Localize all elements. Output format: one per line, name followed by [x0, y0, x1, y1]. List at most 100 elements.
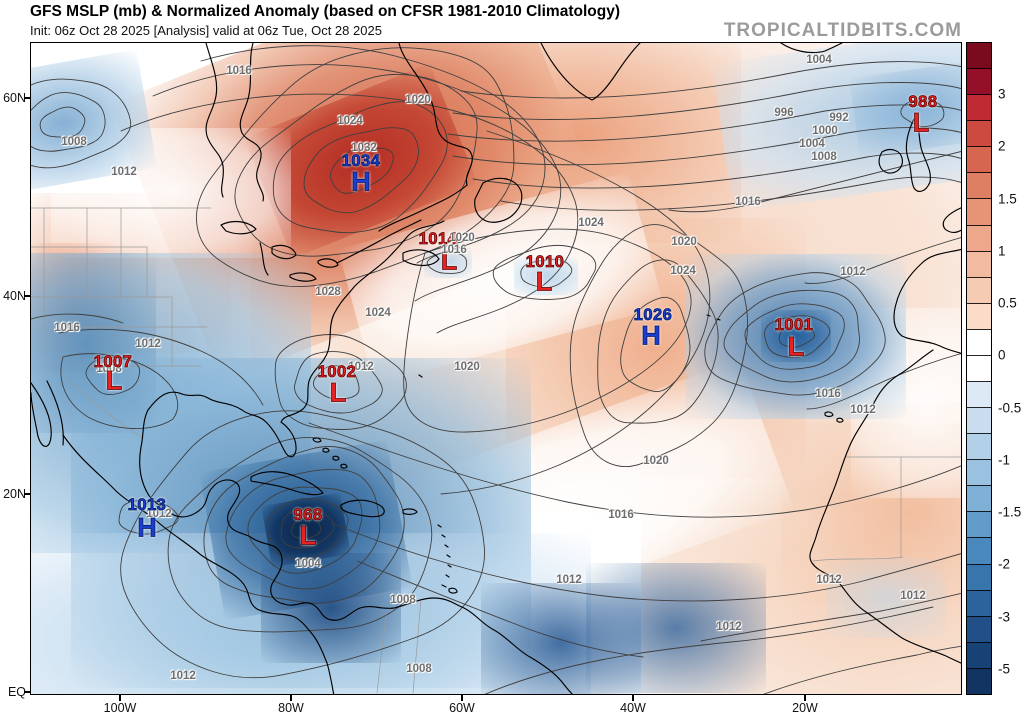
lon-tick [632, 695, 634, 701]
colorbar-segment [967, 355, 991, 383]
isobar-line [452, 82, 961, 120]
contour-label: 1012 [850, 404, 876, 416]
colorbar-segment [967, 69, 991, 96]
coastline [444, 544, 449, 548]
contour-label: 1020 [405, 94, 431, 106]
isobar-ring [247, 486, 363, 574]
pressure-center-letter: L [105, 365, 123, 396]
contour-label: 1012 [840, 266, 866, 278]
isobar-ring [118, 500, 179, 535]
pressure-center-letter: L [912, 107, 930, 138]
isobar-line [308, 422, 961, 518]
coastline [706, 314, 711, 317]
isobar-ring [225, 469, 381, 590]
contour-label: 1000 [812, 125, 838, 137]
isobar-ring [900, 100, 945, 128]
coastline [441, 584, 447, 588]
contour-label: 1008 [96, 363, 122, 375]
colorbar-segment [967, 303, 991, 330]
coastline [378, 184, 468, 232]
coastline [905, 118, 931, 192]
colorbar-segment [967, 277, 991, 304]
colorbar-segment [967, 486, 991, 513]
isobar-ring [196, 47, 515, 288]
isobar-line [668, 151, 961, 213]
contour-label: 1012 [348, 361, 374, 373]
contour-label: 1020 [449, 232, 475, 244]
isobar-ring [778, 324, 815, 348]
contour-label: 1016 [608, 509, 634, 521]
isobar-line [806, 353, 961, 410]
contour-label: 1024 [578, 217, 604, 229]
contour-label: 1016 [441, 244, 467, 256]
contour-label: 1012 [111, 166, 137, 178]
isobar-ring [120, 410, 485, 679]
anomaly-blob [761, 310, 831, 362]
isobar-ring [426, 251, 467, 274]
lon-label: 80W [278, 701, 304, 715]
coastline [332, 455, 340, 461]
coastline [836, 417, 844, 423]
contour-label: 996 [774, 107, 794, 119]
pressure-center-value: 1001 [774, 315, 814, 334]
lon-label: 100W [103, 701, 137, 715]
pressure-center-letter: H [137, 512, 157, 543]
isobar-ring [31, 92, 106, 152]
colorbar-segment [967, 382, 991, 409]
pressure-center-value: 988 [908, 92, 938, 111]
weather-map: 1008 1012 1016 1020 1024 1032 1028 1024 1016 1012… [30, 42, 962, 695]
coastline [445, 574, 450, 578]
coastline [437, 524, 442, 528]
isobar-ring [492, 244, 597, 300]
contour-label: 1008 [811, 151, 837, 163]
coastline [322, 447, 330, 453]
coastline [317, 258, 339, 268]
coastline [340, 499, 385, 518]
pressure-center-value: 968 [293, 505, 323, 524]
colorbar-segment [967, 329, 991, 356]
coastline [447, 564, 452, 568]
isobar-ring [520, 258, 573, 289]
colorbar-tick-label: 0.5 [998, 295, 1017, 311]
contour-label: 1024 [365, 307, 391, 319]
isobar-ring [763, 315, 831, 358]
colorbar-segment [967, 173, 991, 200]
isobar-ring [569, 224, 749, 468]
isobar-line [152, 64, 561, 302]
contour-label: 1016 [54, 322, 80, 334]
isobar-ring [85, 356, 141, 395]
coastline [340, 463, 348, 469]
colorbar-tick-label: -3 [998, 609, 1011, 625]
isobar-line [31, 313, 124, 324]
contour-label: 1012 [816, 574, 842, 586]
colorbar-segment [967, 251, 991, 278]
colorbar-segment [967, 460, 991, 487]
isobar-line [460, 61, 961, 99]
colorbar-tick-label: -0.5 [998, 400, 1022, 416]
contour-label: 1024 [670, 265, 696, 277]
coastline [446, 554, 451, 558]
coastline [824, 411, 834, 418]
colorbar-segment [967, 95, 991, 122]
coastline [448, 587, 458, 594]
political-boundary [376, 612, 387, 694]
colorbar-segment [967, 642, 991, 669]
isobar-ring [266, 497, 349, 560]
contour-label: 1012 [146, 508, 172, 520]
anomaly-color-field [31, 43, 961, 694]
colorbar-segment [967, 434, 991, 461]
contour-label: 1008 [406, 663, 432, 675]
colorbar-tick-label: -5 [998, 661, 1011, 677]
isobar-line [403, 228, 692, 433]
coastline [259, 242, 269, 276]
lon-tick [461, 695, 463, 701]
coastline [239, 43, 264, 202]
colorbar-segment [967, 564, 991, 591]
colorbar-tick-label: 2 [998, 138, 1006, 154]
coastline [809, 349, 961, 664]
isobar-line [763, 645, 961, 694]
colorbar-tick-label: 0 [998, 347, 1006, 363]
pressure-center-letter: L [299, 520, 317, 551]
contour-label: 1004 [295, 558, 321, 570]
isobar-ring [620, 296, 691, 392]
